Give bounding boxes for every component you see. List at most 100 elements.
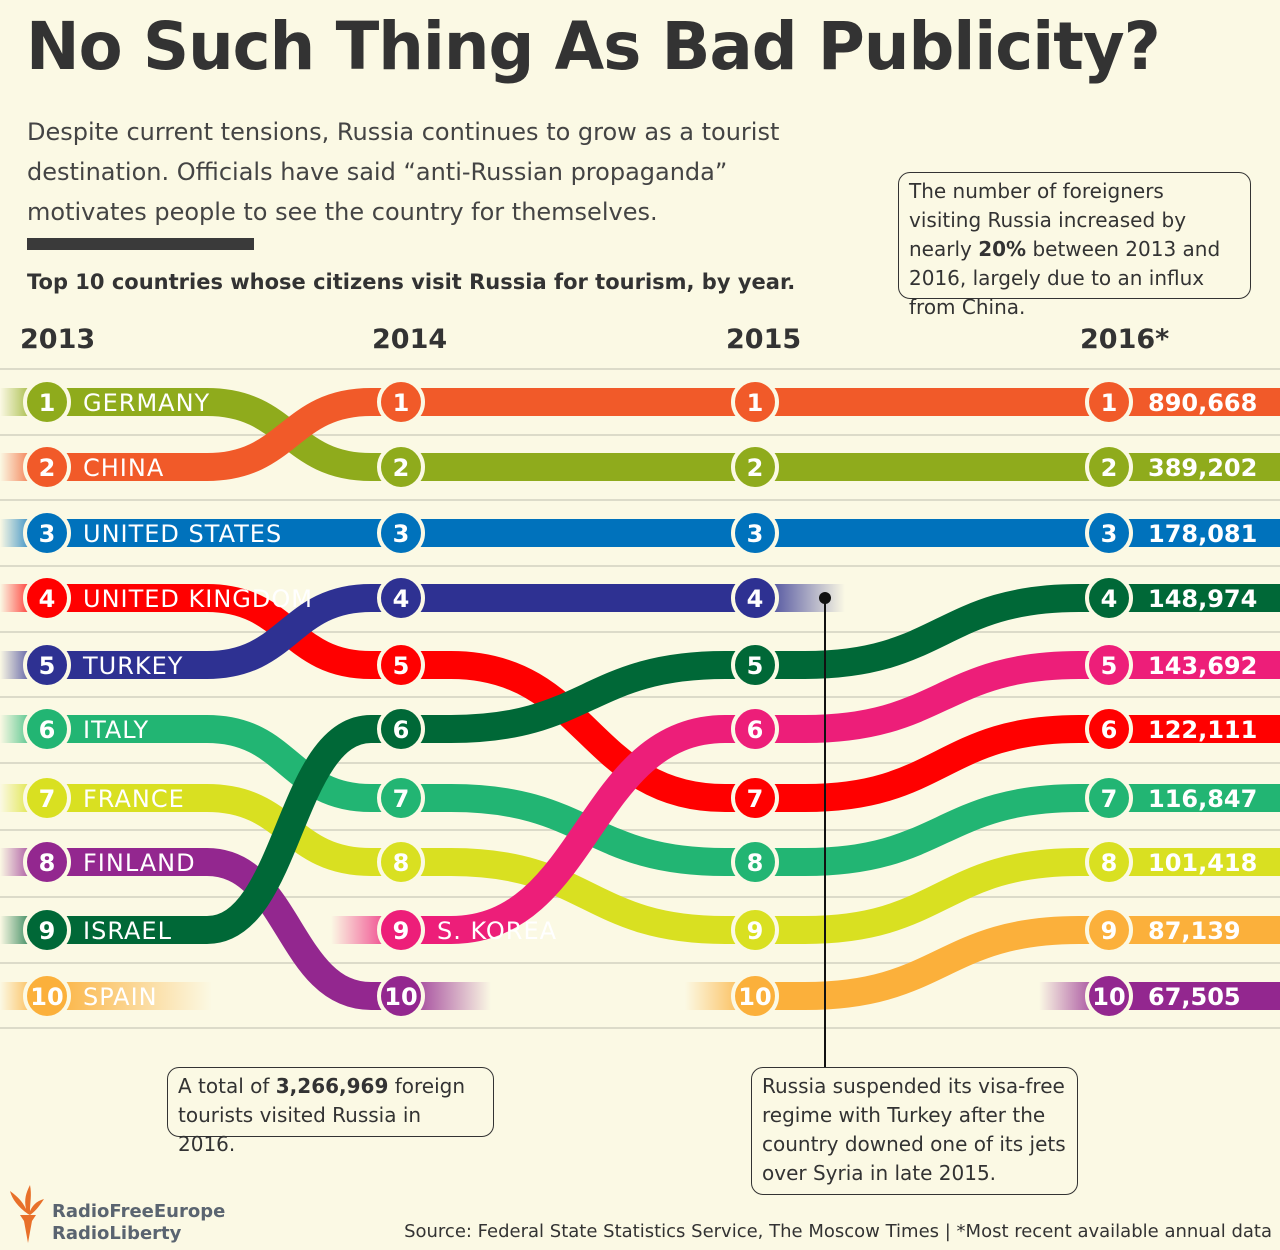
rferl-logo: RadioFreeEurope RadioLiberty (8, 1185, 228, 1245)
rank-marker-china (377, 378, 425, 426)
rank-marker-italy (731, 838, 779, 886)
rank-marker-italy (1085, 774, 1133, 822)
rank-label-china: 1 (747, 389, 764, 417)
value-label-china: 890,668 (1148, 389, 1257, 417)
rank-marker-germany (731, 443, 779, 491)
value-label-united-kingdom: 122,111 (1148, 716, 1257, 744)
line-segment-finland (47, 848, 401, 1010)
rank-marker-united-kingdom (23, 574, 71, 622)
country-label-spain: SPAIN (83, 983, 158, 1011)
rank-marker-s-korea (1085, 641, 1133, 689)
chart-subheading: Top 10 countries whose citizens visit Ru… (27, 270, 796, 294)
rank-label-united-states: 3 (39, 520, 56, 548)
rank-label-china: 1 (393, 389, 410, 417)
total-text: A total of (178, 1074, 276, 1098)
rank-marker-s-korea (377, 906, 425, 954)
rank-label-turkey: 4 (393, 585, 410, 613)
rank-label-s-korea: 6 (747, 716, 764, 744)
subtitle: Despite current tensions, Russia continu… (27, 118, 780, 226)
rank-label-italy: 6 (39, 716, 56, 744)
country-label-united-states: UNITED STATES (83, 520, 282, 548)
rank-label-germany: 2 (747, 454, 764, 482)
year-header-2015: 2015 (726, 324, 802, 355)
logo-line-2: RadioLiberty (52, 1223, 182, 1244)
country-label-germany: GERMANY (83, 389, 210, 417)
rank-label-israel: 9 (39, 917, 56, 945)
rank-label-united-kingdom: 4 (39, 585, 56, 613)
rank-marker-spain (23, 972, 71, 1020)
rank-label-finland: 10 (384, 983, 417, 1011)
rank-marker-united-kingdom (377, 641, 425, 689)
line-segment-israel (755, 584, 1109, 679)
rank-label-turkey: 4 (747, 585, 764, 613)
total-value: 3,266,969 (275, 1074, 389, 1098)
divider-bar (27, 238, 254, 250)
year-header-2014: 2014 (372, 324, 448, 355)
rank-label-spain: 10 (738, 983, 771, 1011)
rank-label-united-kingdom: 5 (393, 652, 410, 680)
rank-marker-china (731, 378, 779, 426)
rank-marker-china (23, 443, 71, 491)
rank-marker-china (1085, 378, 1133, 426)
rank-marker-united-states (23, 509, 71, 557)
rank-label-china: 2 (39, 454, 56, 482)
rank-label-china: 1 (1101, 389, 1118, 417)
line-segment-israel (47, 715, 401, 944)
rank-label-united-kingdom: 6 (1101, 716, 1118, 744)
value-label-s-korea: 143,692 (1148, 652, 1257, 680)
total-text-end: foreign tourists visited Russia in 2016. (178, 1074, 466, 1156)
rank-label-france: 7 (39, 785, 56, 813)
rank-label-france: 8 (393, 849, 410, 877)
value-label-germany: 389,202 (1148, 454, 1257, 482)
annotation-dot (819, 592, 831, 604)
line-segment-italy (47, 715, 401, 812)
value-label-finland: 67,505 (1148, 983, 1241, 1011)
rank-marker-finland (1085, 972, 1133, 1020)
rank-marker-italy (377, 774, 425, 822)
country-label-s-korea: S. KOREA (437, 917, 557, 945)
rank-label-france: 9 (747, 917, 764, 945)
callout-text: The number of foreigners visiting Russia… (909, 179, 1187, 261)
rank-label-s-korea: 9 (393, 917, 410, 945)
rank-label-turkey: 5 (39, 652, 56, 680)
rank-marker-france (377, 838, 425, 886)
rank-label-germany: 2 (1101, 454, 1118, 482)
rank-marker-united-kingdom (731, 774, 779, 822)
country-label-united-kingdom: UNITED KINGDOM (83, 585, 313, 613)
callout-text-end: between 2013 and 2016, largely due to an… (909, 237, 1221, 319)
rank-marker-united-states (731, 509, 779, 557)
value-label-united-states: 178,081 (1148, 520, 1257, 548)
rank-marker-israel (731, 641, 779, 689)
line-segment-israel (401, 651, 755, 743)
rank-marker-france (731, 906, 779, 954)
rank-label-spain: 10 (30, 983, 63, 1011)
rank-marker-germany (23, 378, 71, 426)
rank-marker-france (23, 774, 71, 822)
rank-label-italy: 7 (393, 785, 410, 813)
logo-line-1: RadioFreeEurope (52, 1201, 226, 1222)
rank-label-israel: 5 (747, 652, 764, 680)
rank-label-finland: 8 (39, 849, 56, 877)
rank-marker-israel (1085, 574, 1133, 622)
rank-marker-spain (731, 972, 779, 1020)
rank-label-finland: 10 (1092, 983, 1125, 1011)
country-label-turkey: TURKEY (82, 652, 183, 680)
rank-label-s-korea: 5 (1101, 652, 1118, 680)
line-segment-spain (755, 916, 1109, 1010)
rank-label-germany: 2 (393, 454, 410, 482)
rank-marker-united-kingdom (1085, 705, 1133, 753)
rank-marker-france (1085, 838, 1133, 886)
rank-marker-italy (23, 705, 71, 753)
value-label-spain: 87,139 (1148, 917, 1241, 945)
country-label-china: CHINA (83, 454, 164, 482)
rank-marker-united-states (377, 509, 425, 557)
value-label-france: 101,418 (1148, 849, 1257, 877)
rank-marker-israel (377, 705, 425, 753)
total-tourists-note: A total of 3,266,969 foreign tourists vi… (167, 1067, 494, 1156)
country-label-finland: FINLAND (83, 849, 196, 877)
torch-icon (10, 1185, 44, 1243)
line-segment-france (401, 848, 755, 944)
rank-label-united-states: 3 (1101, 520, 1118, 548)
rank-label-spain: 9 (1101, 917, 1118, 945)
rank-marker-turkey (23, 641, 71, 689)
